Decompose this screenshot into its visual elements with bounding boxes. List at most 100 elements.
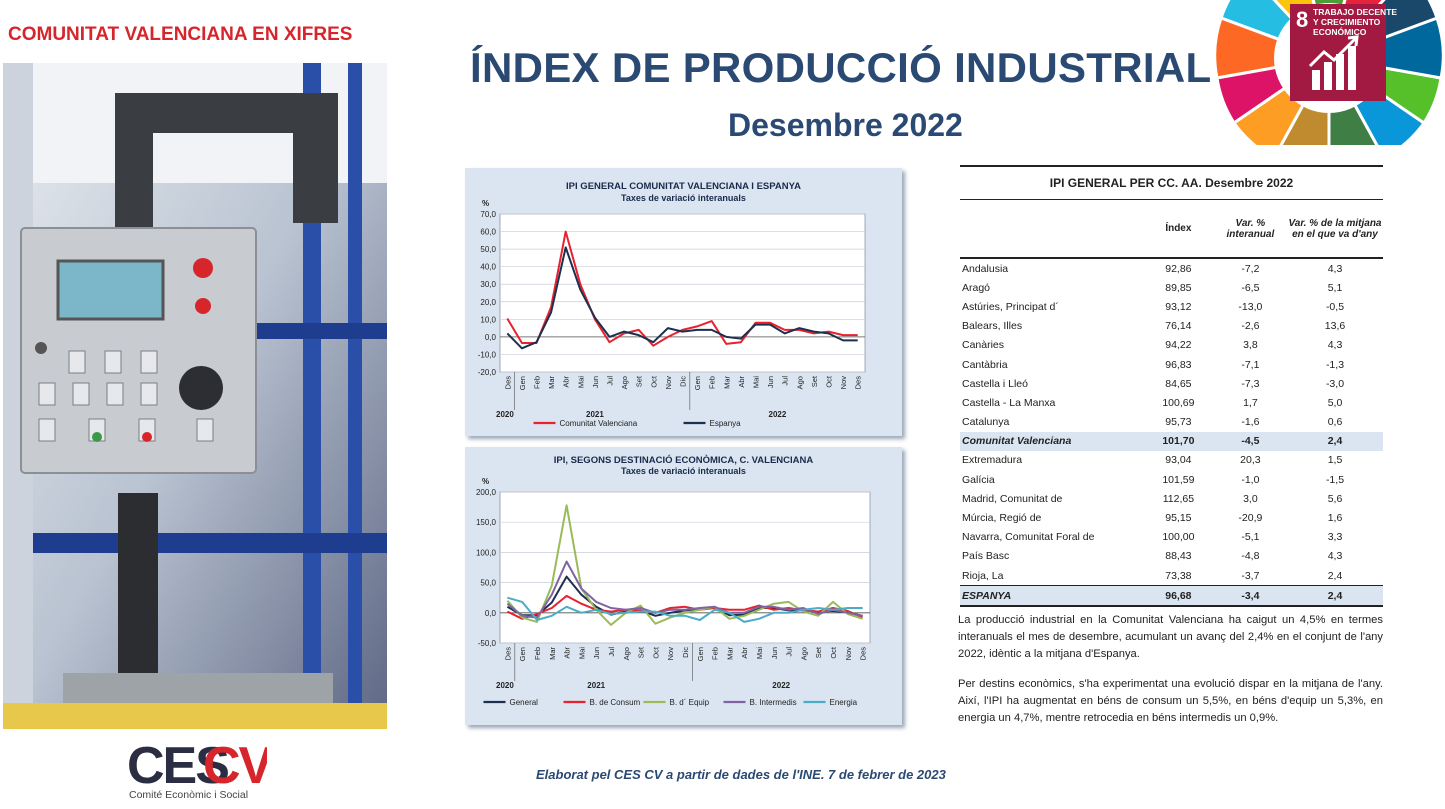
value-cell: -1,0 bbox=[1241, 473, 1260, 486]
table-row: Múrcia, Regió de 95,15 -20,9 1,6 bbox=[960, 508, 1383, 527]
y-tick-label: -20,0 bbox=[478, 368, 497, 377]
value-cell: -1,3 bbox=[1325, 358, 1345, 371]
svg-text:CES: CES bbox=[127, 737, 228, 789]
value-cell: 1,5 bbox=[1327, 454, 1343, 467]
x-tick-label: Dic bbox=[681, 647, 690, 658]
x-tick-label: Nov bbox=[664, 376, 673, 390]
table-row: ESPANYA 96,68 -3,4 2,4 bbox=[960, 585, 1383, 608]
x-tick-label: Set bbox=[635, 375, 644, 387]
table-row: Galícia 101,59 -1,0 -1,5 bbox=[960, 470, 1383, 489]
value-cell: -4,5 bbox=[1213, 431, 1287, 451]
x-tick-label: Feb bbox=[533, 647, 542, 660]
value-cell: 4,3 bbox=[1327, 550, 1343, 563]
ipi-destination-chart: IPI, SEGONS DESTINACIÓ ECONÒMICA, C. VAL… bbox=[465, 447, 902, 725]
y-tick-label: 0,0 bbox=[485, 609, 497, 618]
svg-text:CV: CV bbox=[203, 737, 267, 789]
summary-paragraph-1: La producció industrial en la Comunitat … bbox=[958, 614, 1383, 660]
value-cell: -7,3 bbox=[1241, 377, 1260, 390]
sdg-label-line3: ECONÓMICO bbox=[1313, 26, 1367, 37]
x-tick-label: Nov bbox=[844, 647, 853, 661]
table-row: Andalusia 92,86 -7,2 4,3 bbox=[960, 258, 1383, 278]
value-cell: -4,8 bbox=[1241, 550, 1260, 563]
value-cell: 1,7 bbox=[1243, 396, 1258, 409]
region-cell: Aragó bbox=[962, 281, 991, 294]
value-cell: 13,6 bbox=[1324, 320, 1346, 333]
sdg-badge: 8 TRABAJO DECENTE Y CRECIMIENTO ECONÓMIC… bbox=[1216, 0, 1445, 145]
x-tick-label: Gen bbox=[693, 376, 702, 390]
chart2-plot: 200,0 150,0 100,0 50,0 0,0 -50,0% Des Gen Feb Mar… bbox=[476, 477, 871, 707]
legend-label: B. de Consum bbox=[590, 698, 641, 707]
region-cell: Múrcia, Regió de bbox=[962, 512, 1042, 525]
region-cell: Balears, Illes bbox=[962, 320, 1023, 333]
x-tick-label: Mai bbox=[752, 376, 761, 388]
series-line-b-d-equip bbox=[506, 504, 863, 626]
value-cell: 4,3 bbox=[1327, 339, 1343, 352]
value-cell: 2,4 bbox=[1327, 569, 1343, 582]
x-tick-label: Gen bbox=[696, 647, 705, 661]
table-row: Catalunya 95,73 -1,6 0,6 bbox=[960, 413, 1383, 432]
y-tick-label: 40,0 bbox=[480, 263, 496, 272]
region-cell: Navarra, Comunitat Foral de bbox=[962, 531, 1095, 544]
region-cell: Madrid, Comunitat de bbox=[962, 492, 1063, 505]
table-row: Astúries, Principat d´ 93,12 -13,0 -0,5 bbox=[960, 297, 1383, 316]
x-tick-label: Oct bbox=[829, 646, 838, 659]
x-tick-label: Mai bbox=[577, 647, 586, 659]
col-header-region bbox=[960, 199, 1143, 259]
y-tick-label: -10,0 bbox=[478, 350, 497, 359]
value-cell: 1,6 bbox=[1327, 512, 1343, 525]
year-label: 2021 bbox=[587, 681, 605, 690]
x-tick-label: Abr bbox=[563, 646, 572, 658]
series-line-espanya bbox=[506, 246, 858, 350]
value-cell: -13,0 bbox=[1238, 300, 1263, 313]
table-row: Castella i Lleó 84,65 -7,3 -3,0 bbox=[960, 374, 1383, 393]
region-cell: Canàries bbox=[962, 339, 1005, 352]
ipi-general-chart: IPI GENERAL COMUNITAT VALENCIANA I ESPAN… bbox=[465, 168, 902, 436]
value-cell: -5,1 bbox=[1241, 531, 1260, 544]
x-tick-label: Gen bbox=[518, 376, 527, 390]
region-cell: Castella i Lleó bbox=[962, 377, 1028, 390]
value-cell: -3,7 bbox=[1241, 569, 1260, 582]
value-cell: 92,86 bbox=[1165, 262, 1192, 275]
region-cell: Andalusia bbox=[962, 262, 1009, 275]
region-cell: ESPANYA bbox=[960, 585, 1143, 608]
region-cell: Astúries, Principat d´ bbox=[962, 300, 1059, 313]
x-tick-label: Abr bbox=[740, 646, 749, 658]
x-tick-label: Jun bbox=[770, 647, 779, 659]
table-row: Aragó 89,85 -6,5 5,1 bbox=[960, 278, 1383, 297]
col-header-var-annual: Var. % interanual bbox=[1213, 199, 1287, 259]
year-label: 2022 bbox=[769, 410, 787, 419]
x-tick-label: Mai bbox=[755, 647, 764, 659]
x-tick-label: Jun bbox=[591, 376, 600, 388]
x-tick-label: Mar bbox=[548, 647, 557, 660]
year-label: 2020 bbox=[496, 410, 514, 419]
col-header-index: Índex bbox=[1142, 199, 1214, 259]
y-tick-label: -50,0 bbox=[478, 639, 497, 648]
chart2-subtitle: Taxes de variació interanuals bbox=[621, 466, 746, 476]
region-cell: Galícia bbox=[962, 473, 995, 486]
x-tick-label: Jul bbox=[606, 376, 615, 386]
x-tick-label: Oct bbox=[651, 646, 660, 659]
table-row: Navarra, Comunitat Foral de 100,00 -5,1 3,3 bbox=[960, 528, 1383, 547]
year-label: 2021 bbox=[586, 410, 604, 419]
x-tick-label: Des bbox=[854, 376, 863, 390]
y-tick-label: 60,0 bbox=[480, 228, 496, 237]
x-tick-label: Feb bbox=[711, 647, 720, 660]
x-tick-label: Feb bbox=[708, 376, 717, 389]
value-cell: -1,5 bbox=[1325, 473, 1345, 486]
y-axis-unit: % bbox=[482, 199, 489, 208]
legend-label: General bbox=[510, 698, 539, 707]
cescv-logo: CES CV bbox=[127, 733, 276, 795]
region-cell: Castella - La Manxa bbox=[962, 396, 1056, 409]
value-cell: 94,22 bbox=[1165, 339, 1192, 352]
value-cell: 2,4 bbox=[1286, 431, 1383, 451]
ipi-regions-table: IPI GENERAL PER CC. AA. Desembre 2022 Ín… bbox=[960, 165, 1383, 608]
value-cell: 3,8 bbox=[1243, 339, 1258, 352]
value-cell: 93,12 bbox=[1165, 300, 1192, 313]
x-tick-label: Nov bbox=[839, 376, 848, 390]
x-tick-label: Des bbox=[503, 376, 512, 390]
x-tick-label: Ago bbox=[799, 647, 808, 660]
table-row: Balears, Illes 76,14 -2,6 13,6 bbox=[960, 317, 1383, 336]
x-tick-label: Jun bbox=[592, 647, 601, 659]
value-cell: 5,0 bbox=[1327, 396, 1343, 409]
year-label: 2020 bbox=[496, 681, 514, 690]
